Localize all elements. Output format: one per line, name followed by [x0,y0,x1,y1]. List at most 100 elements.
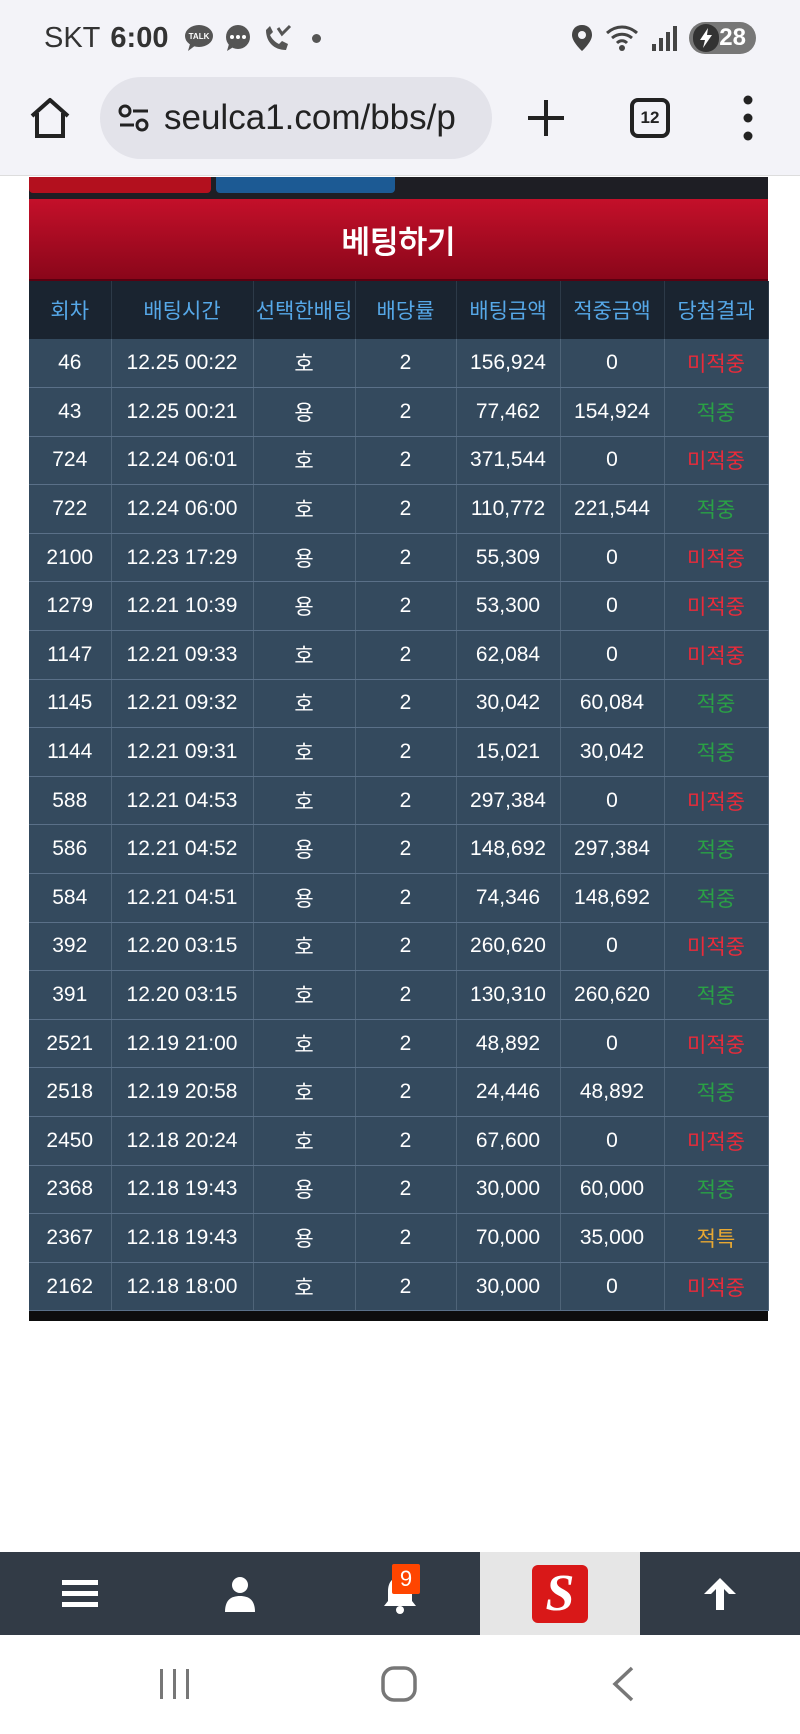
time-cell: 12.24 06:00 [111,484,254,534]
table-row: 722 12.24 06:00 호 2 110,772 221,544 적중 [29,484,769,534]
time-cell: 12.21 04:51 [111,873,254,923]
url-text[interactable]: seulca1.com/bbs/p [164,98,456,137]
pick-cell: 호 [253,970,356,1020]
site-logo-button[interactable]: S [480,1552,640,1635]
result-cell: 미적중 [664,436,769,486]
menu-button[interactable] [0,1552,160,1635]
round-cell: 2518 [29,1067,112,1117]
bet-amount-cell: 30,000 [456,1262,561,1312]
pick-cell: 용 [253,1165,356,1215]
pick-cell: 호 [253,776,356,826]
notifications-button[interactable]: 9 [320,1552,480,1635]
user-button[interactable] [160,1552,320,1635]
betting-panel: 베팅하기 회차 배팅시간 선택한배팅 배당률 배팅금액 적중금액 당첨결과 46… [29,177,769,1322]
result-cell: 적특 [664,1213,769,1263]
time-cell: 12.21 10:39 [111,581,254,632]
result-cell: 미적중 [664,533,769,583]
home-circle-icon [381,1666,417,1702]
time-cell: 12.21 04:52 [111,824,254,875]
odds-cell: 2 [355,1262,457,1312]
odds-cell: 2 [355,776,457,826]
pick-cell: 용 [253,581,356,632]
round-cell: 392 [29,922,112,972]
scroll-top-button[interactable] [640,1552,800,1635]
win-amount-cell: 0 [560,1116,665,1166]
time-cell: 12.21 04:53 [111,776,254,826]
column-header-odds: 배당률 [355,281,457,339]
arrow-up-icon [704,1577,736,1610]
round-cell: 588 [29,776,112,826]
result-cell: 미적중 [664,630,769,680]
round-cell: 1144 [29,727,112,777]
odds-cell: 2 [355,1165,457,1215]
table-row: 588 12.21 04:53 호 2 297,384 0 미적중 [29,776,769,826]
win-amount-cell: 148,692 [560,873,665,923]
page-title: 베팅하기 [29,199,768,281]
betting-history-table: 회차 배팅시간 선택한배팅 배당률 배팅금액 적중금액 당첨결과 46 12.25… [29,281,769,1312]
time-cell: 12.19 21:00 [111,1019,254,1069]
site-settings-icon[interactable] [116,100,152,136]
result-cell: 적중 [664,824,769,875]
odds-cell: 2 [355,1116,457,1166]
column-header-round: 회차 [29,281,112,339]
win-amount-cell: 0 [560,1019,665,1069]
carrier-label: SKT [44,21,101,54]
red-tab[interactable] [29,177,211,193]
pick-cell: 용 [253,1213,356,1263]
table-row: 2367 12.18 19:43 용 2 70,000 35,000 적특 [29,1213,769,1263]
table-body: 46 12.25 00:22 호 2 156,924 0 미적중 43 12.25 00:21 용… [29,339,769,1312]
recent-apps-button[interactable] [158,1665,192,1705]
browser-toolbar: seulca1.com/bbs/p 12 [0,76,800,176]
time-cell: 12.24 06:01 [111,436,254,486]
more-menu-button[interactable] [736,92,760,144]
round-cell: 1279 [29,581,112,632]
home-button[interactable] [28,96,72,140]
svg-text:TALK: TALK [189,32,210,41]
win-amount-cell: 0 [560,922,665,972]
message-icon [224,24,252,52]
column-header-win-amount: 적중금액 [560,281,665,339]
time-cell: 12.25 00:21 [111,387,254,437]
location-icon [571,24,593,52]
result-cell: 적중 [664,1165,769,1215]
pick-cell: 용 [253,873,356,923]
result-cell: 미적중 [664,581,769,632]
time-cell: 12.18 19:43 [111,1165,254,1215]
win-amount-cell: 0 [560,630,665,680]
bet-amount-cell: 70,000 [456,1213,561,1263]
result-cell: 미적중 [664,776,769,826]
bet-amount-cell: 77,462 [456,387,561,437]
home-nav-button[interactable] [380,1665,418,1705]
time-cell: 12.21 09:33 [111,630,254,680]
system-nav-bar [0,1635,800,1734]
battery-icon: 28 [689,22,756,54]
table-row: 2162 12.18 18:00 호 2 30,000 0 미적중 [29,1262,769,1312]
round-cell: 586 [29,824,112,875]
tab-switcher-button[interactable]: 12 [630,98,670,138]
bet-amount-cell: 148,692 [456,824,561,875]
bet-amount-cell: 24,446 [456,1067,561,1117]
odds-cell: 2 [355,970,457,1020]
table-row: 1147 12.21 09:33 호 2 62,084 0 미적중 [29,630,769,680]
url-bar[interactable]: seulca1.com/bbs/p [100,77,492,159]
odds-cell: 2 [355,339,457,389]
blue-tab[interactable] [216,177,395,193]
table-row: 2100 12.23 17:29 용 2 55,309 0 미적중 [29,533,769,583]
bottom-nav: 9 S [0,1552,800,1635]
odds-cell: 2 [355,1213,457,1263]
table-row: 1145 12.21 09:32 호 2 30,042 60,084 적중 [29,679,769,729]
new-tab-button[interactable] [522,94,570,142]
result-cell: 적중 [664,727,769,777]
win-amount-cell: 221,544 [560,484,665,534]
site-logo: S [532,1564,588,1623]
odds-cell: 2 [355,679,457,729]
odds-cell: 2 [355,873,457,923]
win-amount-cell: 60,084 [560,679,665,729]
status-bar: SKT 6:00 TALK 28 [0,0,800,76]
bet-amount-cell: 30,000 [456,1165,561,1215]
round-cell: 46 [29,339,112,389]
result-cell: 적중 [664,970,769,1020]
win-amount-cell: 0 [560,339,665,389]
odds-cell: 2 [355,1019,457,1069]
back-button[interactable] [610,1665,636,1705]
